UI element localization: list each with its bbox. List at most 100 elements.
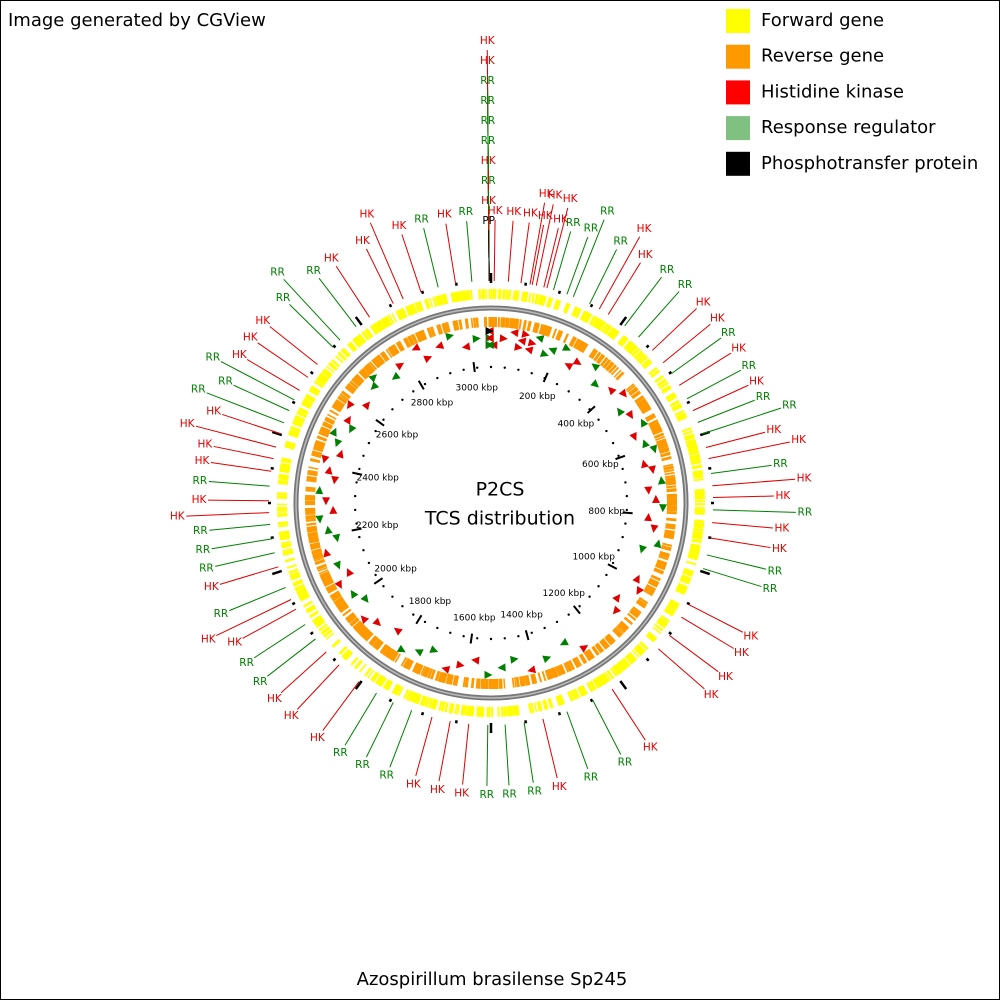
forward-gene (688, 549, 700, 555)
feature-leader (710, 537, 771, 549)
reverse-gene (404, 337, 412, 348)
forward-gene (327, 363, 337, 371)
reverse-gene (342, 608, 352, 617)
reverse-gene (578, 341, 585, 351)
ruler-dot (423, 620, 427, 624)
feature-leader (658, 648, 705, 690)
outer-tick (420, 290, 425, 295)
feature-leader (611, 688, 646, 741)
forward-gene (281, 544, 292, 549)
feature-leader (493, 220, 496, 282)
reverse-gene (434, 670, 441, 682)
ruler-dot (462, 368, 465, 371)
reverse-gene (319, 571, 330, 578)
ruler-dot (543, 626, 546, 630)
forward-gene (642, 359, 652, 368)
feature-label: HK (201, 633, 217, 645)
forward-gene (358, 333, 367, 343)
forward-gene (410, 303, 417, 314)
reverse-gene (588, 348, 597, 358)
ruler-dot (605, 429, 608, 433)
reverse-gene (373, 356, 383, 367)
feature-marker (445, 333, 454, 341)
reverse-gene (318, 569, 329, 575)
feature-leader (712, 478, 796, 487)
forward-gene (450, 703, 455, 714)
reverse-gene (307, 472, 318, 476)
feature-label: HK (548, 190, 564, 202)
feature-marker (591, 363, 601, 372)
forward-gene (542, 699, 547, 711)
forward-gene (382, 317, 390, 328)
forward-gene (520, 291, 525, 302)
reverse-gene (542, 325, 549, 336)
forward-gene (394, 685, 402, 696)
feature-label: HK (743, 630, 759, 642)
reverse-gene (308, 535, 319, 540)
reverse-gene (385, 648, 394, 658)
scale-tick (524, 630, 530, 641)
forward-gene (365, 328, 374, 338)
feature-label: RR (660, 264, 675, 276)
forward-gene (426, 298, 431, 309)
forward-gene (569, 690, 577, 701)
forward-gene (687, 553, 699, 559)
feature-label: HK (284, 710, 300, 722)
feature-marker (361, 401, 370, 411)
feature-leader (289, 303, 334, 348)
reverse-gene (381, 351, 390, 361)
reverse-gene (593, 351, 602, 362)
reverse-gene (551, 328, 558, 339)
forward-gene (393, 684, 400, 695)
feature-leader (702, 568, 762, 588)
ruler-dot (412, 613, 415, 616)
feature-leader (589, 249, 618, 305)
feature-marker (548, 347, 558, 355)
reverse-gene (665, 523, 676, 526)
forward-gene (608, 328, 617, 338)
outer-tick (388, 303, 393, 308)
feature-marker (642, 439, 650, 449)
forward-gene (573, 688, 581, 699)
forward-gene (318, 623, 328, 632)
feature-label: HK (170, 511, 186, 523)
reverse-gene (659, 553, 670, 559)
reverse-gene (511, 677, 515, 688)
reverse-gene (544, 325, 550, 337)
reverse-gene (595, 353, 604, 364)
feature-leader (598, 236, 641, 310)
reverse-gene (449, 674, 454, 685)
reverse-gene (664, 474, 676, 479)
reverse-gene (337, 395, 348, 404)
ruler-dot (517, 368, 520, 371)
reverse-gene (664, 471, 675, 476)
reverse-gene (316, 435, 328, 442)
reverse-gene (333, 596, 344, 605)
feature-marker (396, 644, 406, 653)
reverse-gene (653, 432, 665, 439)
forward-gene (565, 303, 571, 314)
forward-gene (693, 527, 704, 532)
feature-label: HK (406, 778, 422, 790)
forward-gene (625, 342, 635, 352)
forward-gene (586, 682, 594, 693)
outer-tick (309, 631, 314, 636)
forward-gene (536, 701, 542, 712)
backbone-inner (295, 307, 687, 699)
reverse-gene (519, 676, 523, 687)
feature-marker (315, 515, 324, 524)
feature-label: PP (482, 215, 495, 227)
feature-marker (564, 363, 574, 371)
forward-gene (687, 555, 698, 561)
forward-gene (617, 661, 626, 671)
forward-gene (282, 547, 293, 552)
reverse-gene (538, 324, 544, 335)
reverse-gene (306, 525, 317, 529)
credit: Image generated by CGView (8, 10, 266, 31)
feature-marker (653, 539, 662, 549)
reverse-gene (666, 485, 677, 489)
reverse-gene (312, 448, 323, 453)
forward-gene (303, 398, 314, 406)
feature-label: RR (199, 562, 214, 574)
reverse-gene (447, 674, 452, 685)
